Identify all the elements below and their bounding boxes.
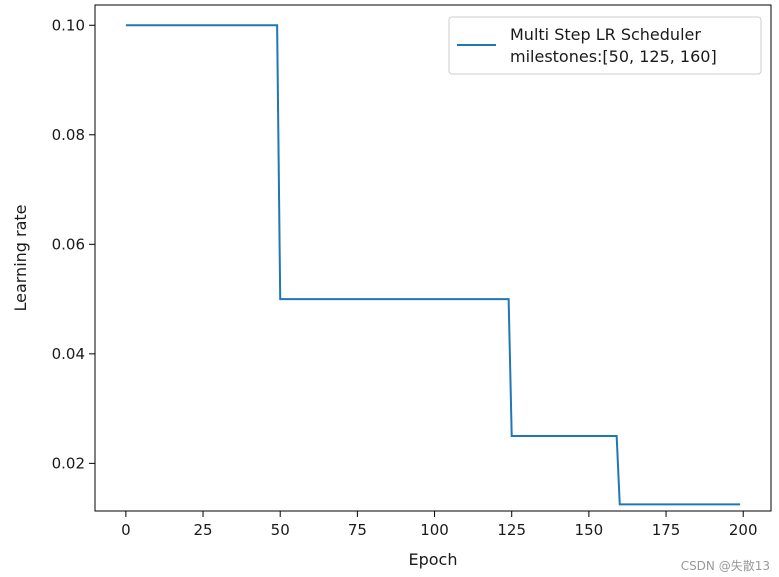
x-tick-label: 50 — [271, 521, 290, 539]
y-axis-label: Learning rate — [11, 204, 30, 311]
x-tick-label: 200 — [729, 521, 758, 539]
y-tick-label: 0.04 — [52, 345, 85, 363]
axis-ticks: 0 25 50 75 100 125 150 175 200 0.02 0.04 0.06 0.08 0.… — [52, 16, 758, 539]
legend-label-line-1: Multi Step LR Scheduler — [510, 25, 701, 44]
x-tick-label: 100 — [420, 521, 449, 539]
plot-area-frame — [94, 4, 772, 512]
x-tick-label: 25 — [193, 521, 212, 539]
x-tick-label: 0 — [121, 521, 131, 539]
y-tick-label: 0.06 — [52, 235, 85, 253]
series-line — [125, 24, 741, 506]
legend-label-line-2: milestones:[50, 125, 160] — [510, 47, 717, 66]
watermark: CSDN @失散13 — [681, 558, 770, 573]
x-tick-label: 75 — [348, 521, 367, 539]
y-tick-label: 0.10 — [52, 16, 85, 34]
y-tick-label: 0.08 — [52, 126, 85, 144]
legend: Multi Step LR Scheduler milestones:[50, … — [448, 16, 762, 75]
legend-box — [448, 16, 762, 75]
x-tick-label: 175 — [652, 521, 681, 539]
x-tick-label: 150 — [575, 521, 604, 539]
y-tick-label: 0.02 — [52, 454, 85, 472]
x-axis-label: Epoch — [409, 550, 458, 569]
x-tick-label: 125 — [497, 521, 526, 539]
plot-lines — [125, 24, 741, 506]
